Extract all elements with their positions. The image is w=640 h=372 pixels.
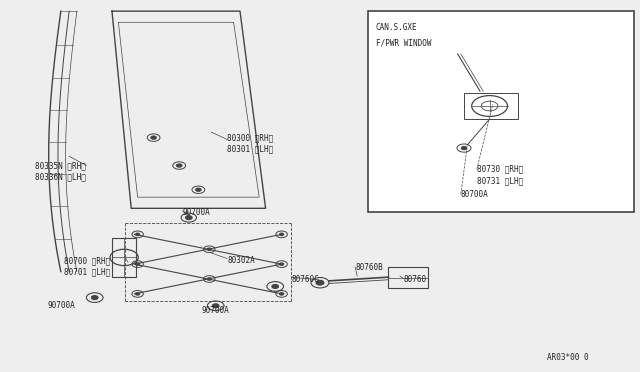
Bar xyxy=(464,93,518,119)
Text: 90700A: 90700A xyxy=(182,208,210,217)
Circle shape xyxy=(136,293,140,295)
Text: 80701 〈LH〉: 80701 〈LH〉 xyxy=(64,267,110,276)
Circle shape xyxy=(272,285,278,288)
Text: 80336N 〈LH〉: 80336N 〈LH〉 xyxy=(35,172,86,181)
Circle shape xyxy=(136,263,140,265)
Text: 80731 〈LH〉: 80731 〈LH〉 xyxy=(477,176,523,185)
Circle shape xyxy=(186,216,192,219)
Text: 80760B: 80760B xyxy=(355,263,383,272)
Circle shape xyxy=(280,263,284,265)
Text: 80302A: 80302A xyxy=(227,256,255,265)
Circle shape xyxy=(196,188,201,191)
Text: 80700A: 80700A xyxy=(461,190,488,199)
Text: 80760: 80760 xyxy=(403,275,426,283)
Circle shape xyxy=(461,147,467,150)
Text: CAN.S.GXE: CAN.S.GXE xyxy=(376,23,417,32)
Bar xyxy=(112,238,136,277)
Text: AR03*00 0: AR03*00 0 xyxy=(547,353,589,362)
Bar xyxy=(368,11,634,212)
Text: 90700A: 90700A xyxy=(202,306,229,315)
Text: 90700A: 90700A xyxy=(48,301,76,310)
Text: 80760C: 80760C xyxy=(291,275,319,283)
Bar xyxy=(388,267,428,288)
Text: 80301 〈LH〉: 80301 〈LH〉 xyxy=(227,144,273,153)
Circle shape xyxy=(136,233,140,235)
Text: 80730 〈RH〉: 80730 〈RH〉 xyxy=(477,165,523,174)
Circle shape xyxy=(92,296,98,299)
Circle shape xyxy=(280,293,284,295)
Text: F/PWR WINDOW: F/PWR WINDOW xyxy=(376,38,431,47)
Circle shape xyxy=(316,280,324,285)
Circle shape xyxy=(177,164,182,167)
Circle shape xyxy=(207,278,211,280)
Circle shape xyxy=(151,136,156,139)
Circle shape xyxy=(207,248,211,250)
Circle shape xyxy=(212,304,219,308)
Circle shape xyxy=(280,233,284,235)
Text: 80335N 〈RH〉: 80335N 〈RH〉 xyxy=(35,161,86,170)
Text: 80300 〈RH〉: 80300 〈RH〉 xyxy=(227,133,273,142)
Text: 80700 〈RH〉: 80700 〈RH〉 xyxy=(64,256,110,265)
